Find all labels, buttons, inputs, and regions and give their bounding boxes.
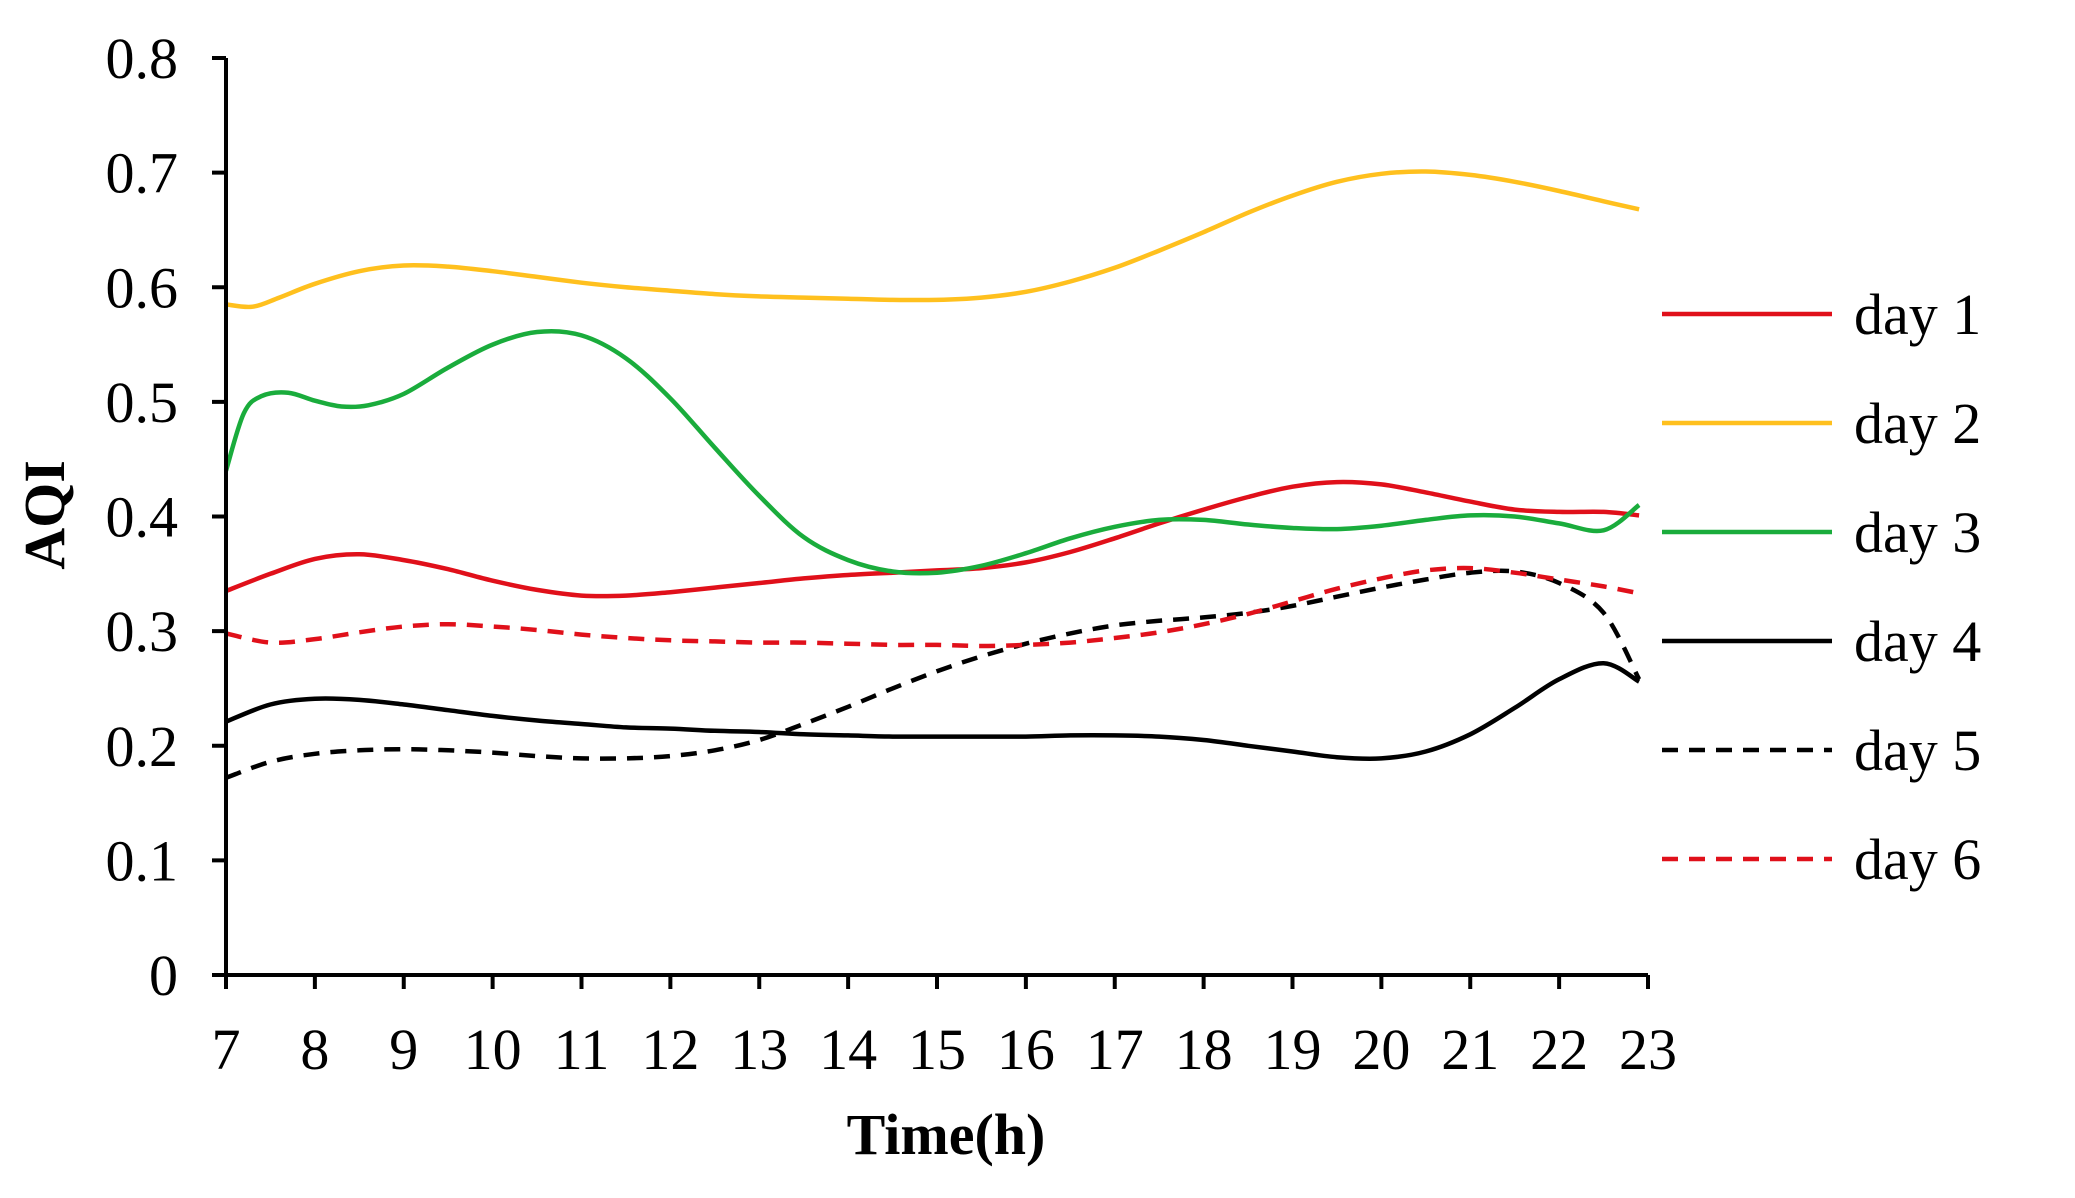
y-tick-label: 0 (149, 943, 178, 1008)
x-tick-label: 7 (212, 1017, 241, 1082)
x-tick-label: 11 (554, 1017, 610, 1082)
x-tick-label: 22 (1530, 1017, 1588, 1082)
x-tick-label: 12 (641, 1017, 699, 1082)
axes-layer: 0 0.1 0.2 0.3 0.4 0.5 0.6 0.7 0.8 7 8 9 10 11 12 13 14 15… (106, 26, 1678, 1082)
series-layer (223, 169, 1642, 780)
legend-label: day 5 (1854, 718, 1981, 783)
x-tick-label: 20 (1352, 1017, 1410, 1082)
y-tick-label: 0.4 (106, 485, 179, 550)
series-line-day-2 (225, 169, 1640, 310)
legend-label: day 2 (1854, 391, 1981, 456)
legend-label: day 1 (1854, 282, 1981, 347)
y-tick-label: 0.3 (106, 599, 179, 664)
x-tick-label: 16 (997, 1017, 1055, 1082)
y-tick-label: 0.8 (106, 26, 179, 91)
x-tick-label: 15 (908, 1017, 966, 1082)
legend: day 1 day 2 day 3 day 4 day 5 day 6 (1662, 282, 1981, 892)
legend-item: day 5 (1662, 718, 1981, 783)
series-line-day-5 (225, 568, 1642, 780)
legend-label: day 4 (1854, 609, 1981, 674)
series-line-day-4 (225, 660, 1641, 762)
x-tick-label: 8 (300, 1017, 329, 1082)
y-axis-title: AQI (12, 460, 77, 570)
series-line-day-1 (225, 479, 1640, 599)
legend-label: day 3 (1854, 500, 1981, 565)
legend-item: day 4 (1662, 609, 1981, 674)
legend-item: day 1 (1662, 282, 1981, 347)
x-tick-label: 23 (1619, 1017, 1677, 1082)
x-tick-label: 14 (819, 1017, 877, 1082)
legend-label: day 6 (1854, 827, 1981, 892)
y-tick-label: 0.1 (106, 828, 179, 893)
x-tick-label: 17 (1086, 1017, 1144, 1082)
legend-item: day 3 (1662, 500, 1981, 565)
x-tick-label: 21 (1441, 1017, 1499, 1082)
series-line-day-6 (225, 565, 1640, 649)
x-tick-label: 18 (1175, 1017, 1233, 1082)
y-tick-label: 0.2 (106, 714, 179, 779)
y-tick-label: 0.5 (106, 370, 179, 435)
series-line-day-3 (223, 328, 1641, 576)
legend-item: day 6 (1662, 827, 1981, 892)
x-tick-label: 13 (730, 1017, 788, 1082)
y-tick-label: 0.6 (106, 255, 179, 320)
legend-item: day 2 (1662, 391, 1981, 456)
y-tick-label: 0.7 (106, 141, 179, 206)
x-axis-title: Time(h) (847, 1102, 1046, 1167)
x-tick-label: 19 (1264, 1017, 1322, 1082)
x-tick-label: 9 (389, 1017, 418, 1082)
x-tick-label: 10 (464, 1017, 522, 1082)
